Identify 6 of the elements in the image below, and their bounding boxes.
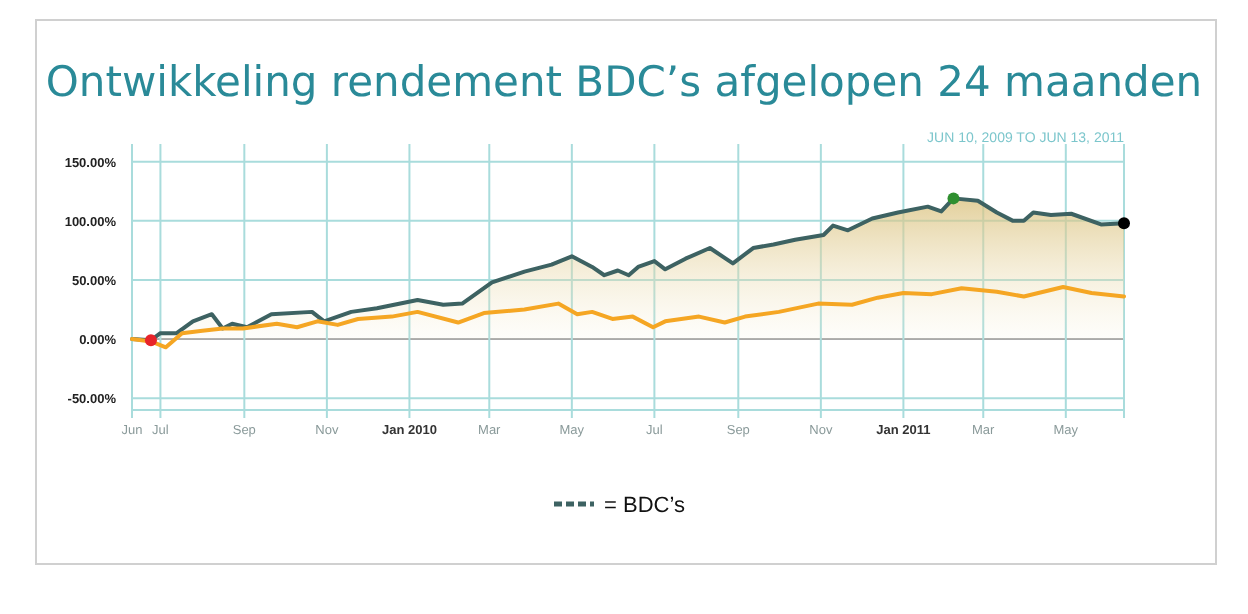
- line-series: [130, 285, 1126, 350]
- chart-title: Ontwikkeling rendement BDC’s afgelopen 24 maanden: [45, 58, 1203, 106]
- point: [1118, 217, 1130, 230]
- point: [144, 334, 157, 347]
- point: [947, 192, 960, 205]
- legend-label: = BDC’s: [604, 494, 686, 518]
